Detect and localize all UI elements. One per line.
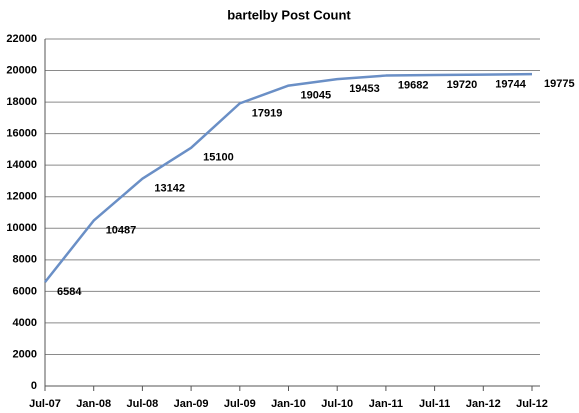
y-tick-label: 14000 bbox=[6, 159, 37, 171]
x-tick-label: Jul-09 bbox=[224, 398, 256, 410]
y-tick-label: 18000 bbox=[6, 96, 37, 108]
data-label: 15100 bbox=[203, 152, 234, 164]
data-label: 19720 bbox=[447, 79, 478, 91]
x-tick-label: Jul-12 bbox=[516, 398, 548, 410]
x-tick-label: Jul-10 bbox=[321, 398, 353, 410]
x-tick-label: Jul-08 bbox=[127, 398, 159, 410]
x-tick-label: Jan-09 bbox=[174, 398, 209, 410]
x-tick-label: Jan-10 bbox=[271, 398, 306, 410]
y-tick-label: 4000 bbox=[13, 317, 37, 329]
data-label: 13142 bbox=[154, 183, 185, 195]
data-line bbox=[44, 72, 533, 283]
x-tick-label: Jan-11 bbox=[369, 398, 403, 410]
data-label: 19744 bbox=[495, 78, 526, 90]
x-tick-label: Jan-12 bbox=[466, 398, 501, 410]
x-tick-label: Jan-08 bbox=[76, 398, 111, 410]
data-label: 17919 bbox=[252, 107, 283, 119]
y-tick-label: 6000 bbox=[13, 285, 37, 297]
x-tick-label: Jul-11 bbox=[419, 398, 450, 410]
data-label: 19682 bbox=[398, 79, 429, 91]
y-tick-label: 8000 bbox=[13, 254, 37, 266]
x-tick-label: Jul-07 bbox=[29, 398, 61, 410]
y-tick-label: 10000 bbox=[6, 222, 37, 234]
data-label: 19453 bbox=[349, 83, 380, 95]
chart-title: bartelby Post Count bbox=[227, 7, 351, 22]
y-tick-label: 12000 bbox=[6, 191, 37, 203]
y-tick-label: 2000 bbox=[13, 348, 37, 360]
data-label: 19775 bbox=[544, 78, 575, 90]
data-label: 19045 bbox=[301, 90, 332, 102]
data-label: 10487 bbox=[106, 224, 137, 236]
data-label: 6584 bbox=[57, 286, 82, 298]
y-tick-label: 16000 bbox=[6, 128, 37, 140]
y-tick-label: 22000 bbox=[6, 33, 37, 45]
y-tick-label: 20000 bbox=[6, 64, 37, 76]
y-tick-label: 0 bbox=[31, 380, 37, 392]
